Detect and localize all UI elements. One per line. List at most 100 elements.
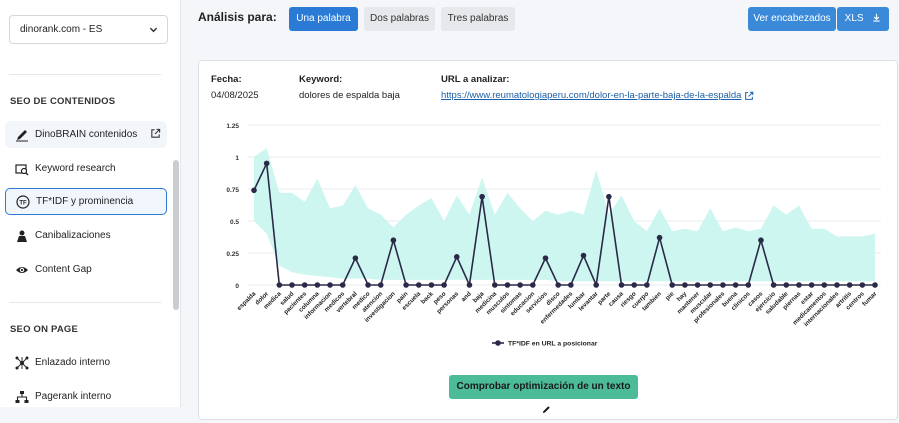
sidebar-item-label: Keyword research <box>35 163 116 174</box>
chart-area <box>254 148 875 282</box>
data-point <box>289 282 295 288</box>
data-point <box>365 282 371 288</box>
sitemap-icon <box>15 390 29 404</box>
data-point <box>352 255 359 261</box>
site-select-value: dinorank.com - ES <box>20 24 103 35</box>
data-point <box>606 193 612 200</box>
external-link-icon[interactable] <box>150 128 161 139</box>
site-select[interactable]: dinorank.com - ES <box>9 15 168 44</box>
sidebar-item-canibalizaciones[interactable]: Canibalizaciones <box>5 222 167 249</box>
y-tick-label: 1 <box>235 155 239 162</box>
tab-dos-palabras[interactable]: Dos palabras <box>364 7 435 31</box>
data-point <box>555 282 561 288</box>
url-link[interactable]: https://www.reumatologiaperu.com/dolor-e… <box>441 90 742 101</box>
data-point <box>415 282 422 288</box>
y-tick-label: 1.25 <box>226 123 239 130</box>
main-content: Análisis para: Una palabra Dos palabras … <box>181 0 899 420</box>
data-point <box>694 282 701 288</box>
data-point <box>504 282 511 288</box>
data-point <box>834 282 840 288</box>
data-point <box>644 282 650 288</box>
cannibal-icon <box>15 229 29 243</box>
y-tick-label: 0.25 <box>226 251 239 258</box>
section-title-seo-contenidos: SEO DE CONTENIDOS <box>10 96 116 107</box>
data-point <box>720 282 726 288</box>
data-point <box>783 282 790 288</box>
data-point <box>466 282 473 288</box>
data-point <box>327 282 333 288</box>
ver-encabezados-button[interactable]: Ver encabezados <box>748 7 836 31</box>
data-point <box>251 187 257 194</box>
data-point <box>758 237 764 243</box>
data-point <box>517 282 523 288</box>
data-point <box>263 160 270 167</box>
fecha-value: 04/08/2025 <box>211 90 259 101</box>
data-point <box>390 237 397 243</box>
section-title-seo-on-page: SEO ON PAGE <box>10 324 79 335</box>
data-point <box>618 282 625 288</box>
keyword-value: dolores de espalda baja <box>299 90 400 101</box>
sidebar-item-keyword-research[interactable]: Keyword research <box>5 155 167 182</box>
series-line <box>253 160 875 288</box>
link-network-icon <box>15 356 29 370</box>
sidebar-item-content-gap[interactable]: Content Gap <box>5 256 167 283</box>
data-point <box>530 282 536 288</box>
data-point <box>808 282 815 288</box>
data-point <box>479 193 485 200</box>
fecha-label: Fecha: <box>211 74 242 85</box>
sidebar-item-label: TF*IDF y prominencia <box>36 196 134 207</box>
keyword-label: Keyword: <box>299 74 343 85</box>
x-tick-label: fumar <box>861 290 879 308</box>
y-tick-label: 0.5 <box>230 219 239 226</box>
data-point <box>301 282 308 288</box>
competitor-range-area <box>254 148 875 282</box>
data-point <box>656 234 663 241</box>
sidebar-item-enlazado-interno[interactable]: Enlazado interno <box>5 349 167 376</box>
data-point <box>770 282 777 288</box>
tab-tres-palabras[interactable]: Tres palabras <box>441 7 515 31</box>
analysis-card: Fecha: 04/08/2025 Keyword: dolores de es… <box>198 60 898 420</box>
tfidf-chart: 1.25 1 0.75 0.5 0.25 0 espaldadolormedicasalu… <box>226 123 881 348</box>
check-text-optimization-button[interactable]: Comprobar optimización de un texto <box>449 375 638 414</box>
xls-label: XLS <box>844 13 864 24</box>
y-tick-label: 0.75 <box>226 187 239 194</box>
analysis-title: Análisis para: <box>198 10 277 24</box>
data-point <box>669 282 676 288</box>
data-point <box>682 282 688 288</box>
data-point <box>453 254 460 260</box>
data-point <box>441 282 447 288</box>
sidebar-item-label: DinoBRAIN contenidos <box>35 129 138 140</box>
chart-legend[interactable]: TF*IDF en URL a posicionar <box>492 340 598 348</box>
data-point <box>580 252 587 259</box>
data-point <box>745 282 752 288</box>
sidebar-item-dinobrain[interactable]: DinoBRAIN contenidos <box>5 121 167 148</box>
external-link-icon[interactable] <box>744 91 754 101</box>
sidebar: dinorank.com - ES SEO DE CONTENIDOS Dino… <box>0 0 181 407</box>
chart-line <box>253 160 875 288</box>
url-label: URL a analizar: <box>441 74 510 85</box>
tab-una-palabra[interactable]: Una palabra <box>289 7 358 31</box>
data-point <box>339 282 346 288</box>
data-point <box>542 255 549 261</box>
data-point <box>859 282 866 288</box>
data-point <box>593 282 599 288</box>
data-point <box>377 282 384 288</box>
sidebar-item-tfidf[interactable]: TF TF*IDF y prominencia <box>5 188 167 215</box>
pencil-icon <box>542 406 550 414</box>
x-axis: espaldadolormedicasaludpacientescolumnai… <box>236 290 879 328</box>
sidebar-scrollbar[interactable] <box>173 160 179 310</box>
divider <box>9 74 161 75</box>
sidebar-item-label: Canibalizaciones <box>35 230 111 241</box>
chart-points <box>251 160 878 288</box>
legend-label: TF*IDF en URL a posicionar <box>508 341 598 348</box>
data-point <box>732 282 739 288</box>
data-point <box>707 282 714 288</box>
eye-icon <box>15 263 29 277</box>
xls-download-button[interactable]: XLS <box>837 7 889 31</box>
x-tick-label: pie <box>664 290 676 302</box>
download-icon <box>873 13 880 22</box>
data-point <box>821 282 828 288</box>
data-point <box>314 282 321 288</box>
y-axis: 1.25 1 0.75 0.5 0.25 0 <box>226 123 239 290</box>
sidebar-item-pagerank-interno[interactable]: Pagerank interno <box>5 383 167 410</box>
